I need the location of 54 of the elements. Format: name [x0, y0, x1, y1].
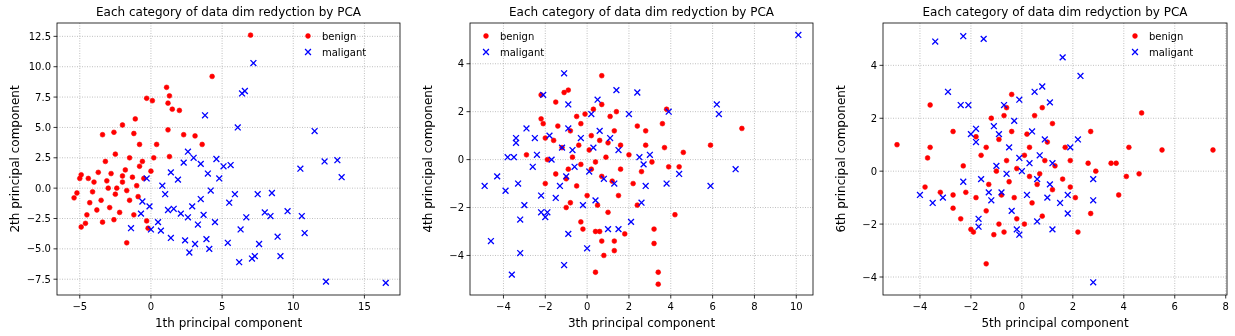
y-tick-label: −5.0 — [26, 243, 51, 255]
x-axis-title: 5th principal component — [981, 316, 1129, 330]
chart-title: Each category of data dim redyction by PCA — [508, 5, 775, 19]
x-tick-label: 15 — [358, 301, 371, 312]
y-tick-label: 12.5 — [28, 30, 51, 42]
legend-label: maligant — [500, 47, 545, 58]
y-tick-label: −4 — [862, 271, 877, 283]
x-tick-label: −2 — [537, 301, 553, 312]
y-tick-label: 2.5 — [35, 152, 51, 164]
x-tick-label: 6 — [1171, 301, 1178, 312]
x-tick-label: −5 — [72, 301, 88, 312]
x-tick-label: −2 — [963, 301, 979, 312]
y-tick-label: 0.0 — [35, 182, 51, 194]
y-tick-label: −2.5 — [26, 213, 51, 224]
x-tick-label: 2 — [625, 301, 633, 312]
legend-label: benign — [500, 31, 535, 42]
y-tick-label: 10.0 — [28, 61, 51, 73]
legend-label: benign — [1149, 31, 1184, 42]
x-tick-label: −4 — [912, 301, 928, 312]
y-tick-label: −4 — [449, 249, 464, 261]
y-tick-label: 7.5 — [35, 91, 51, 103]
x-tick-label: 8 — [751, 301, 758, 312]
x-tick-label: 8 — [1222, 301, 1229, 312]
legend-label: benign — [322, 31, 357, 42]
x-tick-label: 0 — [147, 301, 155, 312]
y-tick-label: −2 — [449, 202, 464, 214]
y-tick-label: 4 — [457, 58, 464, 70]
x-tick-label: 4 — [1120, 301, 1127, 312]
x-tick-label: 2 — [1069, 301, 1077, 312]
y-axis-title: 2th principal component — [8, 85, 22, 233]
legend-label: maligant — [322, 47, 367, 58]
x-tick-label: 5 — [218, 301, 226, 312]
y-tick-label: −2 — [862, 218, 877, 230]
chart-title: Each category of data dim redyction by PCA — [922, 5, 1189, 19]
chart-title: Each category of data dim redyction by PCA — [95, 5, 362, 19]
x-tick-label: 10 — [286, 301, 300, 312]
x-tick-label: −4 — [496, 301, 511, 312]
y-tick-label: 2 — [870, 112, 877, 124]
x-tick-label: 10 — [789, 301, 803, 312]
y-tick-label: 2 — [457, 106, 464, 118]
x-axis-title: 3th principal component — [567, 316, 716, 330]
y-axis-title: 6th principal component — [834, 85, 848, 233]
y-tick-label: 0 — [870, 165, 877, 177]
x-tick-label: 4 — [667, 301, 674, 312]
y-tick-label: 4 — [870, 59, 877, 71]
y-tick-label: −7.5 — [26, 273, 51, 285]
legend-label: maligant — [1149, 47, 1194, 58]
x-tick-label: 0 — [583, 301, 591, 312]
x-tick-label: 6 — [709, 301, 716, 312]
x-tick-label: 0 — [1018, 301, 1026, 312]
y-axis-title: 4th principal component — [421, 85, 435, 233]
y-tick-label: 0 — [457, 154, 464, 166]
x-axis-title: 1th principal component — [154, 316, 303, 330]
y-tick-label: 5.0 — [35, 121, 51, 133]
